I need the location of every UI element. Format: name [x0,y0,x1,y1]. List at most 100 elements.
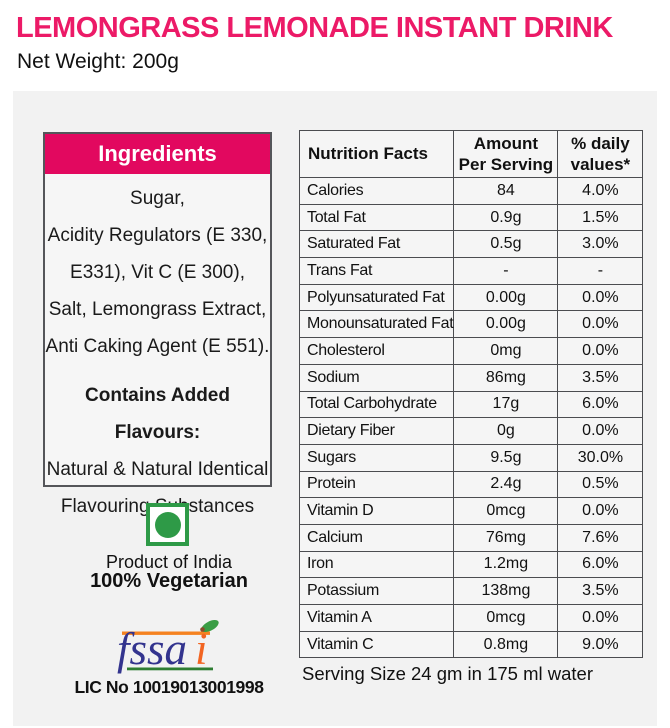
fssai-logo: fssa i [111,619,229,680]
nutrition-cell-amount: 0.00g [453,310,559,339]
nutrition-cell-amount: 84 [453,177,559,205]
nutrition-cell-label: Polyunsaturated Fat [298,283,455,312]
nutrition-cell-daily: 0.0% [557,604,644,632]
nutrition-cell-amount: 86mg [453,363,559,392]
nutrition-column-header: Nutrition Facts [298,130,455,178]
fssai-logo-graphic: fssa i [117,619,219,674]
nutrition-cell-daily: 0.0% [557,283,644,312]
nutrition-cell-label: Vitamin A [298,604,455,632]
nutrition-row: Vitamin D 0mcg 0.0% [298,497,644,525]
nutrition-cell-label: Iron [298,550,455,579]
nutrition-cell-amount: 76mg [453,523,559,552]
nutrition-cell-daily: 3.5% [557,577,644,605]
nutrition-cell-daily: 0.0% [557,310,644,339]
nutrition-cell-label: Trans Fat [298,257,455,285]
nutrition-cell-label: Protein [298,470,455,499]
nutrition-row: Sodium 86mg 3.5% [298,363,644,392]
nutrition-cell-amount: - [453,257,559,285]
flavours-line: Natural & Natural Identical [46,459,269,480]
nutrition-cell-amount: 138mg [453,577,559,605]
ingredients-line: Salt, Lemongrass Extract, [48,299,267,320]
product-of-india-label: Product of India [105,552,233,572]
nutrition-row: Sugars 9.5g 30.0% [298,443,644,472]
nutrition-cell-daily: 0.0% [557,337,644,365]
nutrition-facts-table-wrap: Nutrition Facts Amount Per Serving % dai… [298,130,644,659]
net-weight: Net Weight: 200g [17,50,179,73]
fssai-text-fssa: fssa [117,624,187,674]
fssai-leaf-dot-icon [200,627,205,632]
fssai-green-line [127,667,213,671]
nutrition-row: Saturated Fat 0.5g 3.0% [298,230,644,259]
nutrition-cell-amount: 0g [453,417,559,445]
flavours-heading: Contains Added Flavours: [85,385,230,443]
nutrition-cell-amount: 1.2mg [453,550,559,579]
nutrition-column-header: % daily values* [557,130,644,178]
nutrition-cell-label: Vitamin C [298,630,455,659]
nutrition-column-header: Amount Per Serving [453,130,559,178]
nutrition-cell-daily: 4.0% [557,177,644,205]
ingredients-box: Ingredients Sugar, Acidity Regulators (E… [43,132,272,517]
fssai-leaf-icon [201,619,219,633]
nutrition-row: Total Carbohydrate 17g 6.0% [298,390,644,419]
nutrition-cell-amount: 0mcg [453,497,559,525]
nutrition-row: Cholesterol 0mg 0.0% [298,337,644,365]
ingredients-header: Ingredients [45,134,270,174]
nutrition-cell-label: Cholesterol [298,337,455,365]
nutrition-cell-label: Total Fat [298,203,455,232]
nutrition-cell-amount: 2.4g [453,470,559,499]
nutrition-facts-table: Nutrition Facts Amount Per Serving % dai… [298,130,644,659]
nutrition-cell-amount: 17g [453,390,559,419]
nutrition-cell-amount: 0.8mg [453,630,559,659]
nutrition-row: Calories 84 4.0% [298,177,644,205]
nutrition-cell-daily: - [557,257,644,285]
ingredients-line: Sugar, [130,188,185,209]
label-panel: Ingredients Sugar, Acidity Regulators (E… [13,91,657,726]
product-title: LEMONGRASS LEMONADE INSTANT DRINK [16,12,613,44]
nutrition-cell-label: Monounsaturated Fat [298,310,455,339]
nutrition-row: Total Fat 0.9g 1.5% [298,203,644,232]
nutrition-row: Calcium 76mg 7.6% [298,523,644,552]
nutrition-row: Dietary Fiber 0g 0.0% [298,417,644,445]
nutrition-cell-daily: 30.0% [557,443,644,472]
nutrition-cell-label: Potassium [298,577,455,605]
nutrition-row: Protein 2.4g 0.5% [298,470,644,499]
nutrition-row: Vitamin A 0mcg 0.0% [298,604,644,632]
vegetarian-dot-icon [154,511,181,538]
nutrition-row: Potassium 138mg 3.5% [298,577,644,605]
nutrition-cell-daily: 0.0% [557,497,644,525]
nutrition-cell-amount: 0.00g [453,283,559,312]
nutrition-row: Polyunsaturated Fat 0.00g 0.0% [298,283,644,312]
nutrition-row: Iron 1.2mg 6.0% [298,550,644,579]
serving-size-note: Serving Size 24 gm in 175 ml water [302,663,593,684]
ingredients-line: Anti Caking Agent (E 551). [45,336,270,357]
nutrition-cell-label: Total Carbohydrate [298,390,455,419]
nutrition-row: Trans Fat - - [298,257,644,285]
nutrition-cell-amount: 0mg [453,337,559,365]
nutrition-header-row: Nutrition Facts Amount Per Serving % dai… [298,130,644,178]
ingredients-line: Acidity Regulators (E 330, [47,225,268,246]
fssai-license-number: LIC No 10019013001998 [74,677,264,697]
nutrition-cell-label: Saturated Fat [298,230,455,259]
fssai-text-i: i [195,624,208,674]
ingredients-line: E331), Vit C (E 300), [70,262,245,283]
ingredients-body: Sugar, Acidity Regulators (E 330, E331),… [45,174,270,525]
nutrition-row: Monounsaturated Fat 0.00g 0.0% [298,310,644,339]
vegetarian-label: 100% Vegetarian [90,570,248,592]
vegetarian-mark-icon [146,503,189,546]
nutrition-cell-daily: 0.5% [557,470,644,499]
nutrition-cell-amount: 9.5g [453,443,559,472]
nutrition-cell-daily: 9.0% [557,630,644,659]
nutrition-cell-daily: 3.5% [557,363,644,392]
nutrition-table-body: Calories 84 4.0% Total Fat 0.9g 1.5% Saturated… [298,177,644,659]
nutrition-cell-daily: 0.0% [557,417,644,445]
nutrition-cell-daily: 6.0% [557,550,644,579]
fssai-orange-line [122,631,210,635]
nutrition-cell-label: Sodium [298,363,455,392]
nutrition-row: Vitamin C 0.8mg 9.0% [298,630,644,659]
nutrition-cell-amount: 0.9g [453,203,559,232]
nutrition-cell-daily: 3.0% [557,230,644,259]
nutrition-cell-amount: 0.5g [453,230,559,259]
nutrition-cell-label: Calories [298,177,455,205]
nutrition-cell-daily: 6.0% [557,390,644,419]
nutrition-cell-amount: 0mcg [453,604,559,632]
